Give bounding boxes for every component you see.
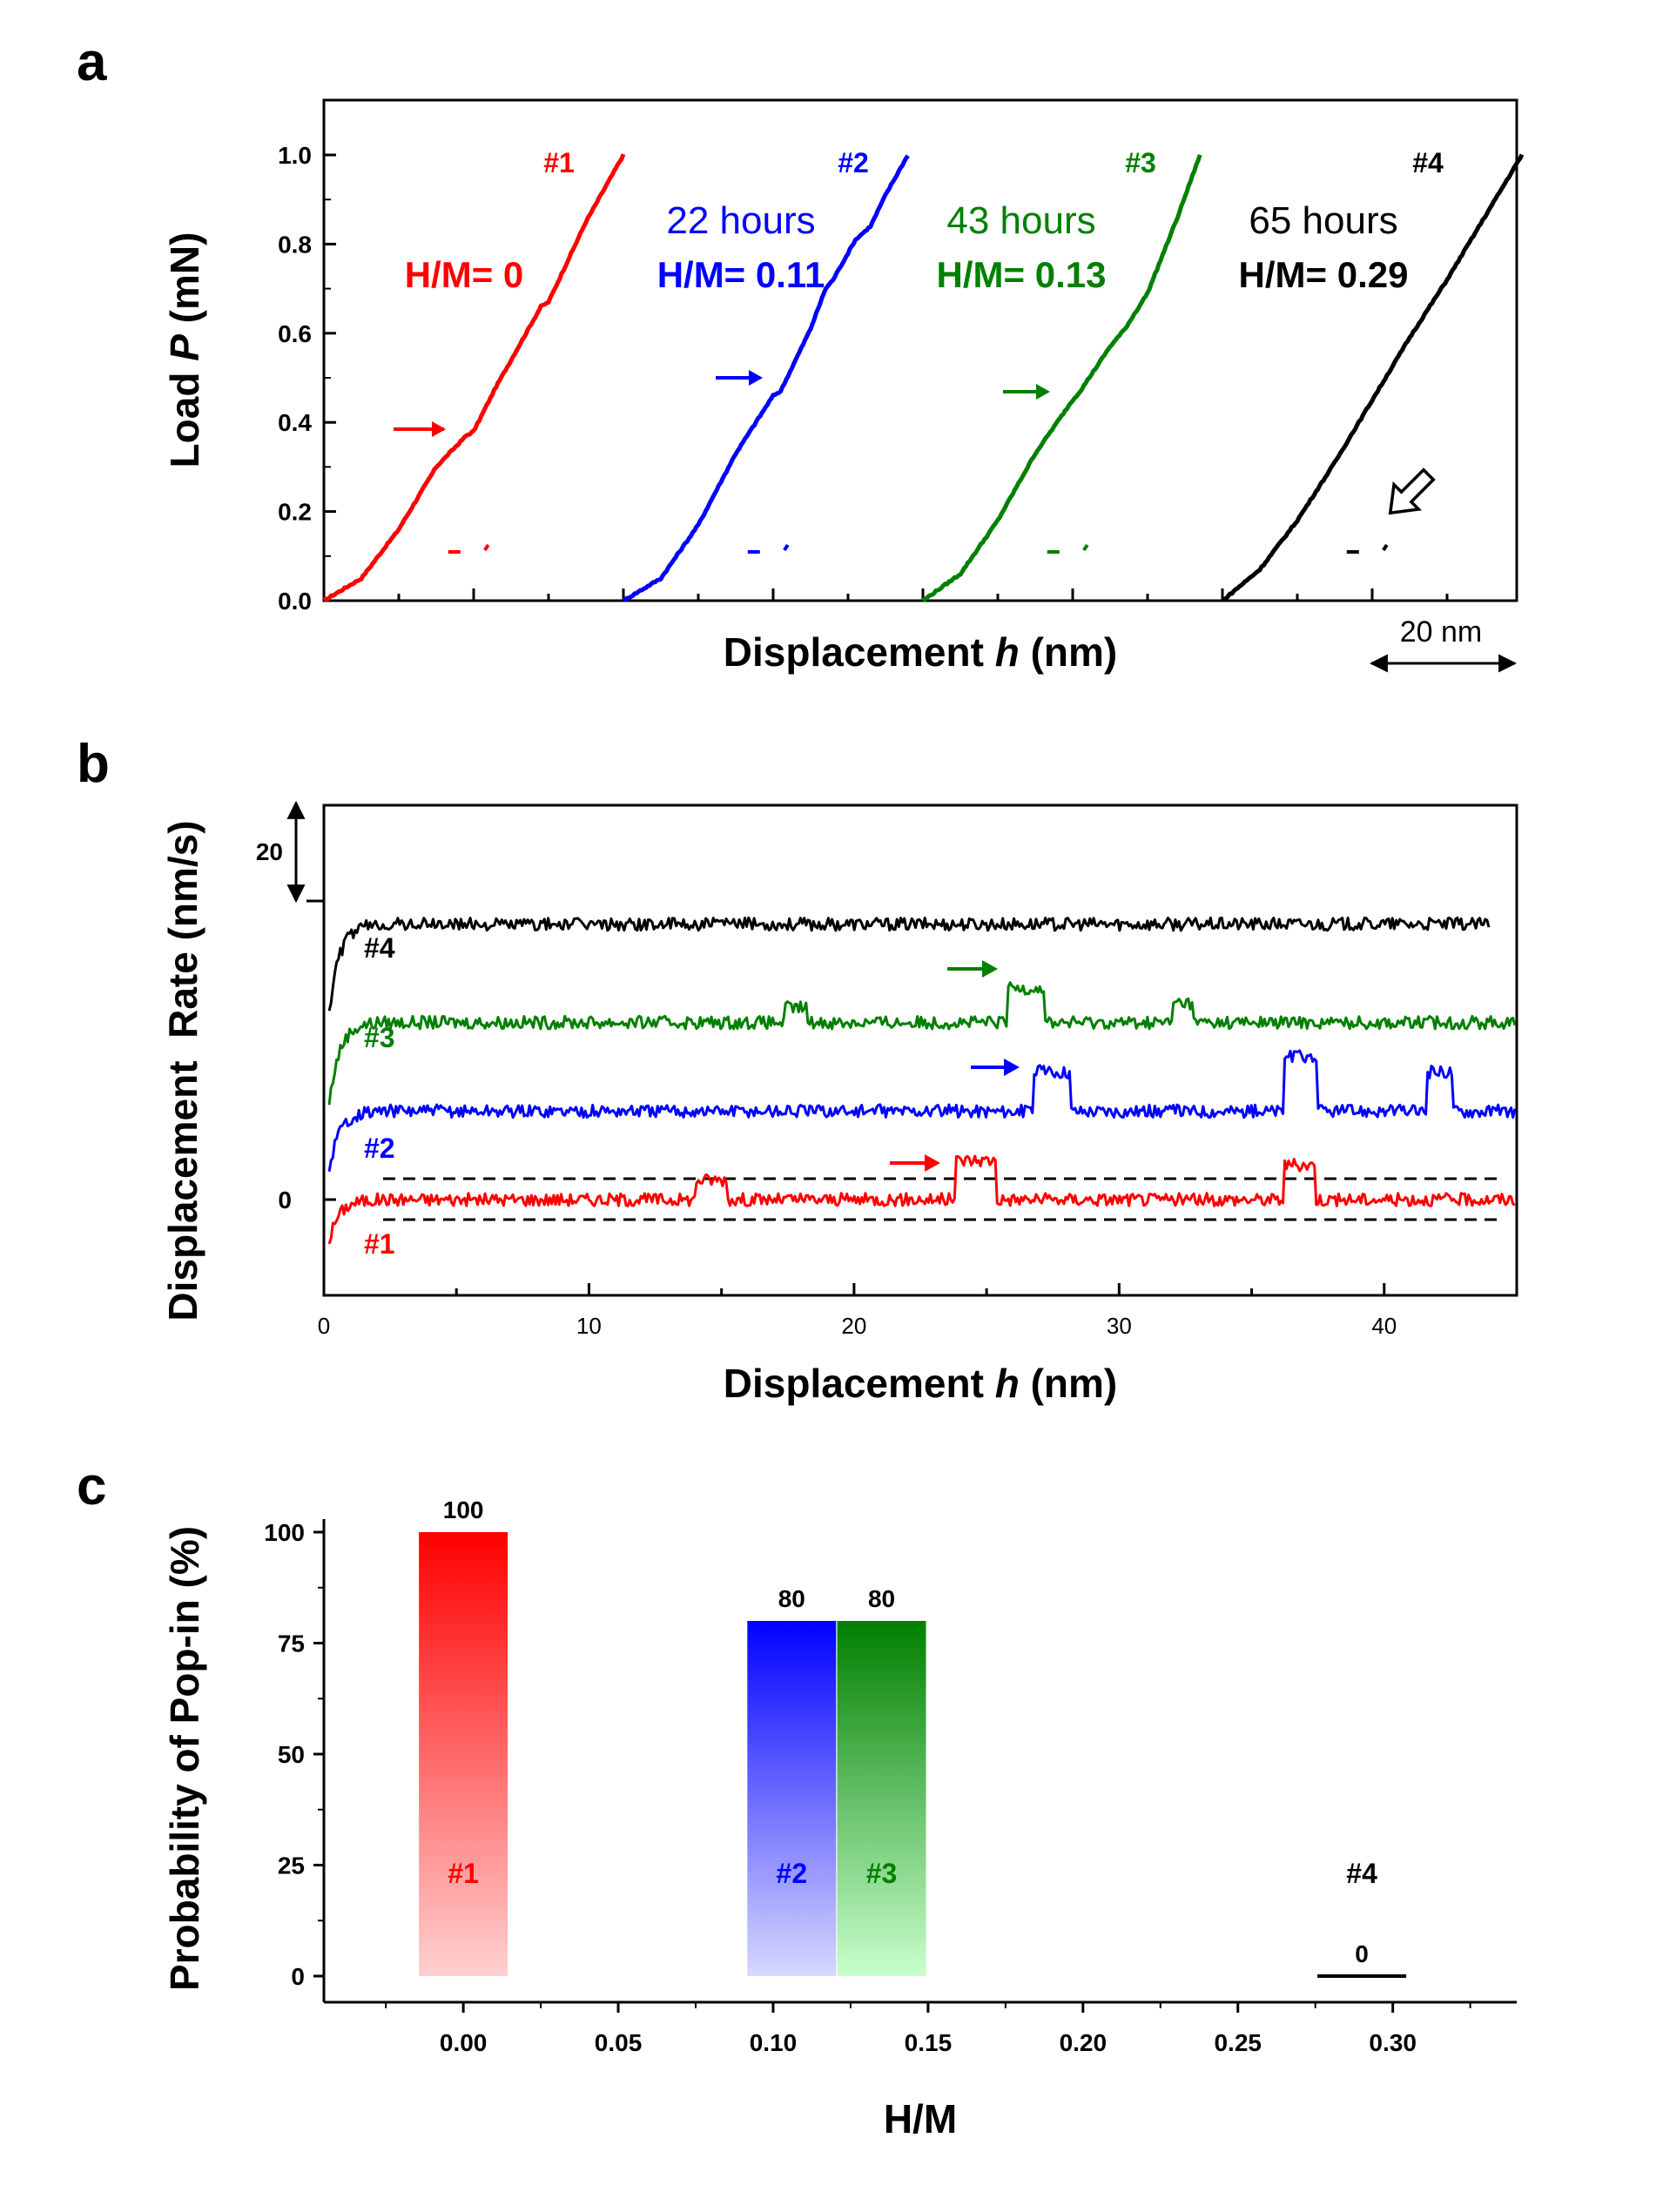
x-tick-label: 40 — [1371, 1313, 1397, 1339]
panel-letter-c: c — [77, 1456, 106, 1516]
load-curve-2 — [622, 154, 910, 602]
bar-value-label: 80 — [868, 1585, 895, 1612]
panel-c-x-ticks: 0.00 0.05 0.10 0.15 0.20 0.25 0.30 — [385, 2002, 1471, 2056]
series-number-label: #3 — [364, 1022, 395, 1053]
load-curve-1 — [322, 153, 626, 602]
series-number-label: #3 — [1125, 147, 1156, 178]
x-tick-label: 0.10 — [750, 2029, 798, 2056]
bar-value-label: 100 — [443, 1496, 484, 1523]
hm-ratio-label: H/M= 0.29 — [1239, 254, 1409, 295]
bar-series-label: #4 — [1346, 1858, 1377, 1889]
duration-label: 65 hours — [1249, 199, 1397, 242]
panel-a: a 0.0 0.2 0.4 0.6 0.8 1.0 Load P (mN) Displac… — [77, 32, 1525, 675]
y-tick-label: 0.6 — [278, 320, 312, 347]
hollow-arrow-icon — [1388, 467, 1436, 515]
y-tick-label: 0.4 — [278, 409, 312, 436]
duration-label: 43 hours — [946, 199, 1095, 242]
rate-curve-2 — [327, 1049, 1517, 1172]
popin-arrow-icon — [947, 960, 998, 978]
panel-b-curves — [327, 916, 1517, 1245]
bar-value-label: 0 — [1355, 1940, 1369, 1967]
rate-curve-1 — [327, 1154, 1516, 1245]
hm-ratio-label: H/M= 0 — [405, 254, 524, 295]
bar-#2 — [747, 1621, 837, 1976]
panel-b-frame — [322, 803, 1518, 1297]
panel-a-curves — [322, 153, 1525, 602]
panel-c-y-axis-label: Probability of Pop-in (%) — [162, 1526, 207, 1991]
curve-fragment — [483, 543, 490, 552]
series-number-label: #2 — [838, 147, 869, 178]
popin-arrow-icon — [432, 421, 446, 437]
x-tick-label: 0.00 — [440, 2029, 488, 2056]
bar-value-label: 80 — [778, 1585, 805, 1612]
y-tick-label: 20 — [256, 838, 283, 865]
x-tick-label: 20 — [841, 1313, 866, 1339]
panel-b-x-ticks: 0 10 20 30 40 — [318, 1283, 1518, 1339]
y-tick-label: 0.8 — [278, 231, 312, 258]
panel-a-frame — [322, 98, 1518, 602]
panel-a-x-ticks — [322, 588, 1449, 601]
curve-fragment — [1382, 543, 1389, 552]
bar-series-label: #3 — [866, 1858, 898, 1889]
panel-letter-a: a — [77, 32, 107, 92]
panel-c-y-ticks: 0 25 50 75 100 — [264, 1519, 324, 1990]
x-tick-label: 30 — [1107, 1313, 1132, 1339]
x-tick-label: 0.25 — [1214, 2029, 1262, 2056]
y-tick-label: 25 — [278, 1852, 305, 1879]
panel-letter-b: b — [77, 734, 110, 794]
y-tick-label: 50 — [278, 1741, 305, 1768]
panel-a-y-ticks: 0.0 0.2 0.4 0.6 0.8 1.0 — [278, 142, 336, 615]
hm-ratio-label: H/M= 0.13 — [937, 254, 1107, 295]
series-number-label: #2 — [364, 1133, 395, 1164]
popin-arrow-icon — [1036, 384, 1050, 400]
panel-c-bars: 100 #1 80 #2 80 #3 0 #4 — [419, 1496, 1407, 1978]
panel-b-y-ticks: 20 0 — [256, 838, 336, 1214]
rate-curve-4 — [327, 916, 1491, 1012]
x-tick-label: 10 — [576, 1313, 602, 1339]
series-number-label: #1 — [543, 147, 575, 178]
y-tick-label: 75 — [278, 1630, 305, 1657]
bar-series-label: #2 — [777, 1858, 808, 1889]
panel-c-x-axis-label: H/M — [884, 2096, 957, 2141]
panel-b-y-axis-label: Displacement Rate (nm/s) — [160, 820, 205, 1321]
curve-fragment — [1082, 543, 1089, 552]
x-tick-label: 0 — [318, 1313, 330, 1339]
popin-arrow-icon — [971, 1059, 1020, 1076]
x-tick-label: 0.05 — [595, 2029, 643, 2056]
popin-arrow-icon — [749, 370, 763, 386]
bar-#3 — [837, 1621, 926, 1976]
panel-c: c 0 25 50 75 100 0.00 0.05 0.10 0.15 0.20 0.25 0.3… — [77, 1456, 1517, 2141]
panel-b: b 0 10 20 30 40 20 0 Displacement Rate (nm/s)… — [77, 734, 1518, 1406]
y-tick-label: 100 — [264, 1519, 305, 1546]
y-tick-label: 0 — [278, 1187, 292, 1214]
panel-b-series-labels: #1 #2 #3 #4 — [364, 932, 395, 1260]
bar-#1 — [419, 1532, 508, 1976]
popin-arrow-icon — [890, 1154, 940, 1172]
load-curve-4 — [1221, 153, 1525, 602]
y-tick-label: 0 — [291, 1963, 305, 1990]
panel-b-x-axis-label: Displacement h (nm) — [724, 1361, 1117, 1406]
series-number-label: #4 — [1412, 147, 1444, 178]
series-number-label: #1 — [364, 1228, 395, 1260]
series-number-label: #4 — [364, 932, 395, 964]
load-curve-3 — [921, 154, 1202, 602]
y-tick-label: 1.0 — [278, 142, 312, 169]
curve-fragment — [783, 543, 790, 552]
x-tick-label: 0.30 — [1369, 2029, 1417, 2056]
scale-bar-label: 20 nm — [1400, 615, 1483, 649]
x-tick-label: 0.20 — [1060, 2029, 1108, 2056]
rate-curve-3 — [327, 981, 1517, 1106]
panel-a-x-axis-label: Displacement h (nm) — [724, 629, 1117, 675]
hm-ratio-label: H/M= 0.11 — [657, 254, 825, 295]
x-tick-label: 0.15 — [905, 2029, 953, 2056]
y-tick-label: 0.2 — [278, 499, 312, 526]
duration-label: 22 hours — [666, 199, 815, 242]
bar-series-label: #1 — [448, 1858, 479, 1889]
y-tick-label: 0.0 — [278, 588, 312, 615]
panel-a-y-axis-label: Load P (mN) — [162, 232, 207, 468]
panel-a-annotations: #1 H/M= 0 #2 22 hours H/M= 0.11 #3 43 hours H/M… — [405, 147, 1444, 295]
